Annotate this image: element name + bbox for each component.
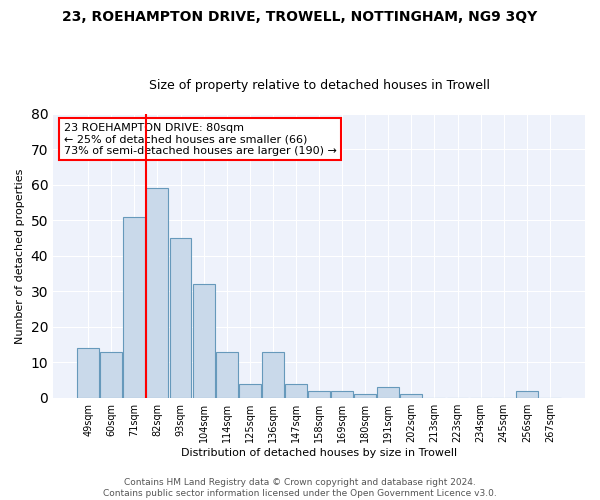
Bar: [170, 238, 191, 398]
Bar: [308, 390, 330, 398]
Bar: [262, 352, 284, 398]
Bar: [516, 390, 538, 398]
Bar: [285, 384, 307, 398]
Bar: [377, 387, 399, 398]
Bar: [354, 394, 376, 398]
Text: 23, ROEHAMPTON DRIVE, TROWELL, NOTTINGHAM, NG9 3QY: 23, ROEHAMPTON DRIVE, TROWELL, NOTTINGHA…: [62, 10, 538, 24]
X-axis label: Distribution of detached houses by size in Trowell: Distribution of detached houses by size …: [181, 448, 457, 458]
Y-axis label: Number of detached properties: Number of detached properties: [15, 168, 25, 344]
Bar: [100, 352, 122, 398]
Bar: [193, 284, 215, 398]
Bar: [77, 348, 99, 398]
Text: 23 ROEHAMPTON DRIVE: 80sqm
← 25% of detached houses are smaller (66)
73% of semi: 23 ROEHAMPTON DRIVE: 80sqm ← 25% of deta…: [64, 122, 337, 156]
Bar: [331, 390, 353, 398]
Bar: [400, 394, 422, 398]
Bar: [124, 217, 145, 398]
Bar: [239, 384, 261, 398]
Text: Contains HM Land Registry data © Crown copyright and database right 2024.
Contai: Contains HM Land Registry data © Crown c…: [103, 478, 497, 498]
Title: Size of property relative to detached houses in Trowell: Size of property relative to detached ho…: [149, 79, 490, 92]
Bar: [146, 188, 169, 398]
Bar: [216, 352, 238, 398]
